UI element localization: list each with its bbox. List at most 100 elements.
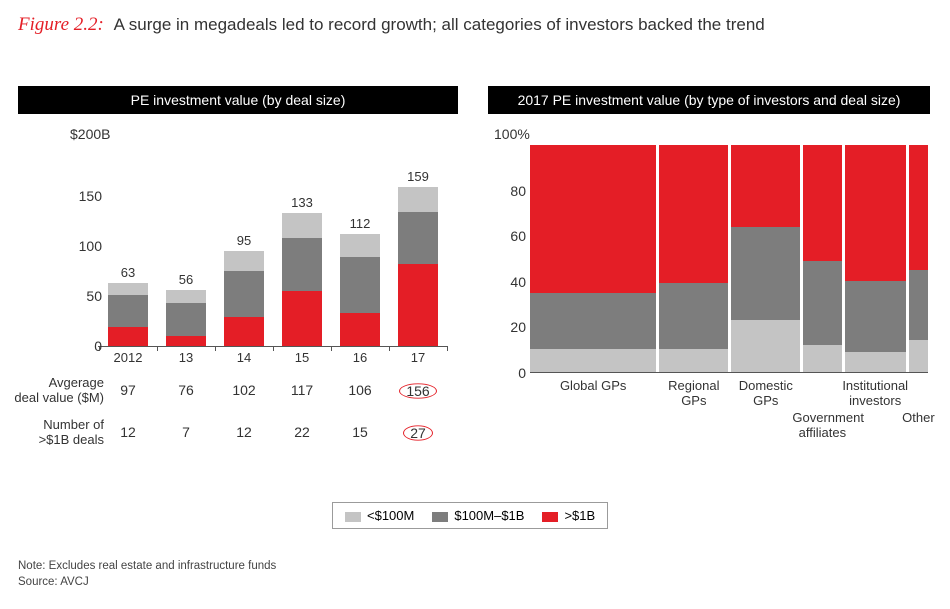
left-table-cell: 7 — [166, 424, 206, 440]
legend-swatch — [432, 512, 448, 522]
legend-swatch — [542, 512, 558, 522]
left-x-tick-label: 14 — [224, 350, 264, 365]
left-chart: $200B 63 56 95 133 112 159 0 50 100 150 2012 13 14… — [18, 118, 458, 398]
right-bar-segment — [803, 261, 841, 345]
bar-group: 63 — [108, 283, 148, 346]
legend-swatch — [345, 512, 361, 522]
right-bar-segment — [803, 145, 841, 261]
left-plot-area: 63 56 95 133 112 159 — [98, 146, 448, 346]
bar-total-label: 112 — [340, 216, 380, 231]
right-bar — [909, 145, 928, 372]
bar-group: 159 — [398, 187, 438, 346]
left-x-tick-label: 13 — [166, 350, 206, 365]
bar-group: 56 — [166, 290, 206, 346]
bar-segment — [282, 291, 322, 346]
footnote-source: Source: AVCJ — [18, 576, 89, 588]
left-x-tick — [157, 346, 158, 351]
left-table-cell: 27 — [398, 424, 438, 442]
right-x-label: DomesticGPs — [722, 379, 809, 409]
bar-group: 112 — [340, 234, 380, 346]
bar-segment — [224, 251, 264, 271]
right-bar-segment — [530, 145, 656, 293]
right-bar — [530, 145, 656, 372]
left-x-tick — [215, 346, 216, 351]
bar-total-label: 133 — [282, 195, 322, 210]
bar-segment — [166, 303, 206, 336]
figure-number: Figure 2.2: — [18, 14, 104, 35]
figure-caption: A surge in megadeals led to record growt… — [114, 15, 765, 34]
left-x-tick — [99, 346, 100, 351]
bar-group: 133 — [282, 213, 322, 346]
bar-segment — [282, 238, 322, 291]
left-x-tick — [389, 346, 390, 351]
right-y-tick: 40 — [496, 274, 526, 290]
legend-item: <$100M — [345, 508, 414, 523]
bar-total-label: 95 — [224, 233, 264, 248]
bar-total-label: 56 — [166, 272, 206, 287]
bar-total-label: 159 — [398, 169, 438, 184]
right-y-tick: 20 — [496, 319, 526, 335]
left-table-cell: 22 — [282, 424, 322, 440]
bar-segment — [166, 336, 206, 346]
left-table-cell: 156 — [398, 382, 438, 400]
figure-title: Figure 2.2: A surge in megadeals led to … — [18, 14, 765, 36]
right-panel-header: 2017 PE investment value (by type of inv… — [488, 86, 930, 114]
left-y-tick: 0 — [68, 338, 102, 354]
right-bar-segment — [659, 283, 728, 349]
left-x-tick-label: 16 — [340, 350, 380, 365]
left-y-tick: 150 — [68, 188, 102, 204]
right-bar — [731, 145, 800, 372]
bar-segment — [224, 271, 264, 317]
footnote-note: Note: Excludes real estate and infrastru… — [18, 560, 276, 572]
left-y-axis-max-label: $200B — [70, 126, 110, 142]
left-x-tick — [331, 346, 332, 351]
left-table-cell: 12 — [224, 424, 264, 440]
left-panel-header: PE investment value (by deal size) — [18, 86, 458, 114]
right-bar-segment — [659, 145, 728, 283]
right-bar-segment — [731, 227, 800, 320]
right-bar-segment — [803, 345, 841, 372]
bar-segment — [340, 257, 380, 313]
right-bar-segment — [530, 293, 656, 350]
left-panel-title: PE investment value (by deal size) — [131, 92, 346, 108]
left-table-row-label: Number of>$1B deals — [8, 418, 104, 448]
left-table-cell: 15 — [340, 424, 380, 440]
right-bar-segment — [909, 145, 928, 270]
left-x-tick-label: 2012 — [108, 350, 148, 365]
right-y-axis-max-label: 100% — [494, 126, 530, 142]
right-bar-segment — [845, 352, 906, 372]
right-bar — [659, 145, 728, 372]
right-bar-segment — [909, 270, 928, 340]
left-x-tick — [273, 346, 274, 351]
bar-group: 95 — [224, 251, 264, 346]
bar-segment — [166, 290, 206, 303]
bar-segment — [398, 212, 438, 264]
bar-segment — [398, 187, 438, 212]
right-x-label: Institutionalinvestors — [836, 379, 915, 409]
right-bar-segment — [731, 145, 800, 227]
left-table-cell: 76 — [166, 382, 206, 398]
right-bar-segment — [845, 281, 906, 351]
legend-item: >$1B — [542, 508, 595, 523]
bar-segment — [224, 317, 264, 346]
bar-segment — [108, 327, 148, 346]
legend-item: $100M–$1B — [432, 508, 524, 523]
left-y-tick: 50 — [68, 288, 102, 304]
left-x-tick-label: 17 — [398, 350, 438, 365]
left-table-cell: 102 — [224, 382, 264, 398]
right-chart: 100% 020406080 Global GPsRegionalGPsDome… — [488, 118, 930, 432]
bar-segment — [108, 283, 148, 295]
left-table-cell: 97 — [108, 382, 148, 398]
left-y-tick: 100 — [68, 238, 102, 254]
bar-segment — [340, 313, 380, 346]
right-x-label: Other — [888, 411, 948, 426]
left-table-cell: 117 — [282, 382, 322, 398]
legend: <$100M $100M–$1B >$1B — [332, 502, 608, 529]
left-x-tick-label: 15 — [282, 350, 322, 365]
right-bar-segment — [659, 349, 728, 372]
right-x-label: Global GPs — [521, 379, 665, 394]
right-bar — [845, 145, 906, 372]
bar-segment — [398, 264, 438, 346]
right-bar-segment — [909, 340, 928, 372]
bar-segment — [108, 295, 148, 327]
